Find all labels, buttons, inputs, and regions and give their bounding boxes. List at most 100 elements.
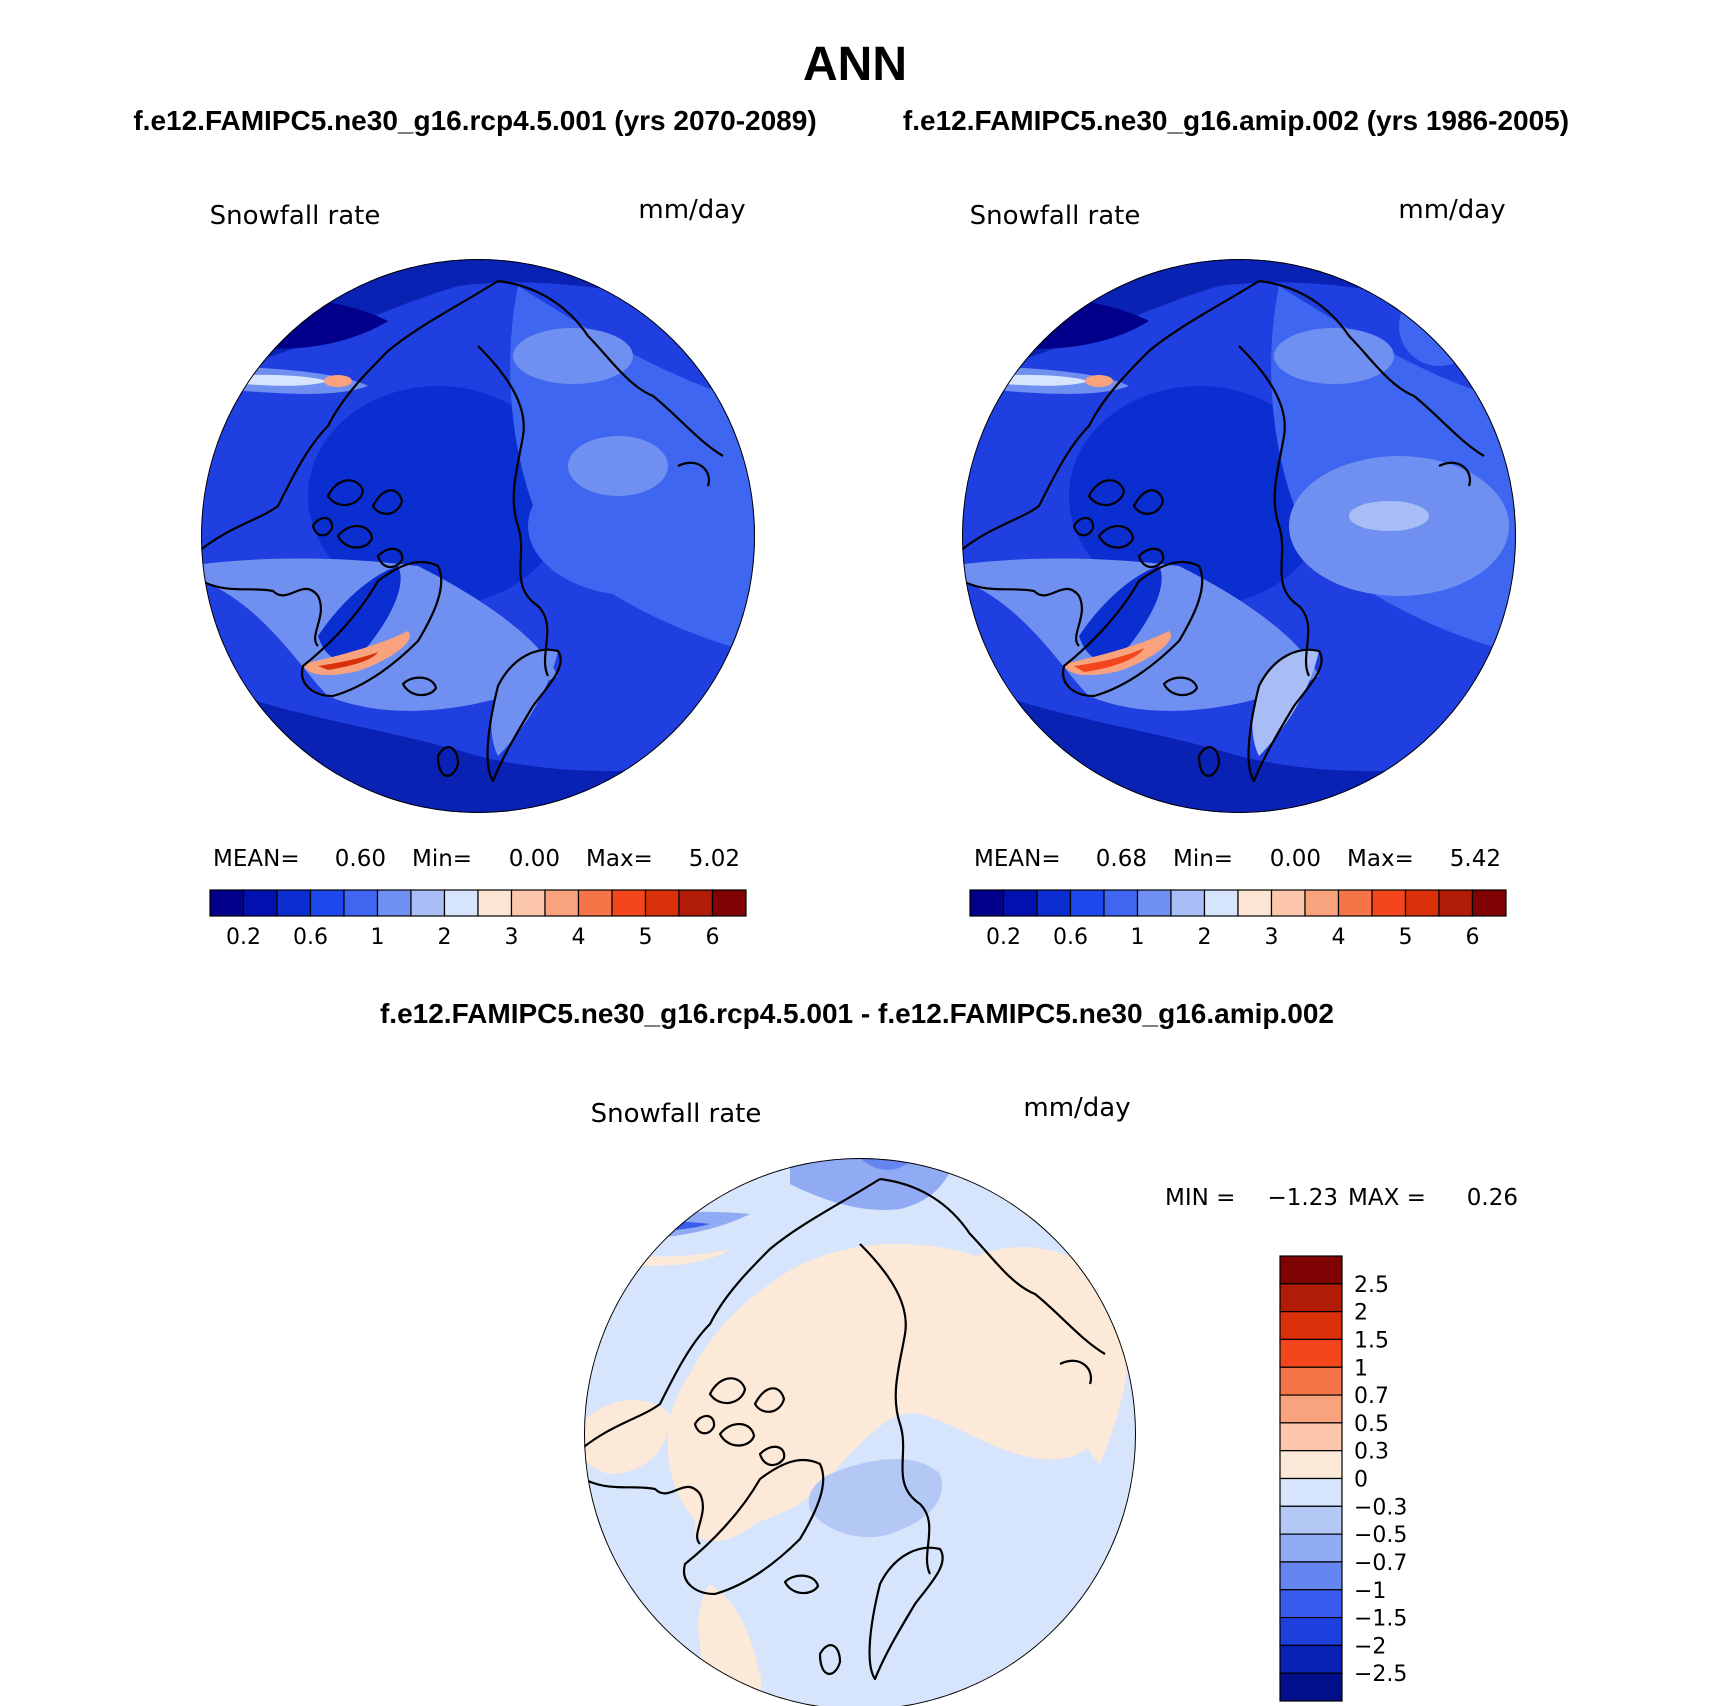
panel-right-colorbar-swatch <box>1438 889 1474 917</box>
panel-diff-colorbar-tick-label: −0.7 <box>1354 1551 1407 1576</box>
panel-diff-colorbar-tick-label: 1 <box>1354 1356 1368 1381</box>
panel-diff-colorbar-swatch <box>1279 1283 1343 1313</box>
panel-left-colorbar-swatch <box>678 889 714 917</box>
panel-diff-colorbar-tick-label: 2 <box>1354 1301 1368 1326</box>
panel-diff-colorbar-swatch <box>1279 1477 1343 1507</box>
panel-left-colorbar-swatch <box>376 889 412 917</box>
panel-diff-colorbar-swatch <box>1279 1616 1343 1646</box>
panel-right-colorbar-tick-label: 4 <box>1332 925 1346 950</box>
panel-diff-min-value: −1.23 <box>1268 1185 1338 1211</box>
panel-diff-colorbar-tick-label: 0.5 <box>1354 1412 1389 1437</box>
panel-left-map <box>201 259 755 813</box>
panel-left-colorbar <box>209 889 747 917</box>
panel-right-min-label: Min= <box>1173 846 1233 872</box>
panel-left-colorbar-swatch <box>276 889 312 917</box>
panel-left-colorbar-swatch <box>577 889 613 917</box>
panel-diff-map <box>584 1158 1136 1706</box>
panel-left-units: mm/day <box>638 195 745 225</box>
panel-right-colorbar-swatch <box>1203 889 1239 917</box>
panel-diff-colorbar-tick-label: −1.5 <box>1354 1607 1407 1632</box>
panel-diff-colorbar-swatch <box>1279 1533 1343 1563</box>
panel-diff-colorbar-tick-label: −1 <box>1354 1579 1386 1604</box>
panel-diff-colorbar-swatch <box>1279 1422 1343 1452</box>
panel-diff-colorbar-swatch <box>1279 1255 1343 1285</box>
panel-right-colorbar-swatch <box>1170 889 1206 917</box>
panel-diff-max-value: 0.26 <box>1467 1185 1518 1211</box>
panel-right-colorbar <box>969 889 1507 917</box>
panel-left-colorbar-tick-label: 1 <box>371 925 385 950</box>
panel-right-colorbar-swatch <box>1471 889 1507 917</box>
subtitle-left: f.e12.FAMIPC5.ne30_g16.rcp4.5.001 (yrs 2… <box>133 105 816 136</box>
panel-diff-max-label: MAX = <box>1348 1185 1426 1211</box>
panel-right-colorbar-swatch <box>1337 889 1373 917</box>
panel-left: Snowfall rate mm/day <box>201 195 755 950</box>
panel-left-colorbar-tick-label: 0.2 <box>226 925 261 950</box>
panel-left-min-value: 0.00 <box>509 846 560 872</box>
panel-left-max-value: 5.02 <box>689 846 740 872</box>
panel-left-colorbar-swatch <box>711 889 747 917</box>
panel-right-colorbar-swatch <box>969 889 1005 917</box>
panel-left-colorbar-swatch <box>644 889 680 917</box>
panel-diff-colorbar-swatch <box>1279 1311 1343 1341</box>
panel-right-colorbar-tick-label: 3 <box>1265 925 1279 950</box>
panel-right-colorbar-tick-label: 2 <box>1198 925 1212 950</box>
panel-right-colorbar-tick-label: 1 <box>1131 925 1145 950</box>
panel-diff-colorbar-tick-label: −0.3 <box>1354 1495 1407 1520</box>
panel-left-mean-value: 0.60 <box>335 846 386 872</box>
panel-right-units: mm/day <box>1398 195 1505 225</box>
panel-right-colorbar-labels: 0.2 0.6 1 2 3 4 5 6 <box>986 925 1480 950</box>
panel-diff-colorbar-tick-label: 2.5 <box>1354 1273 1389 1298</box>
panel-diff-colorbar-tick-label: −2 <box>1354 1634 1386 1659</box>
panel-right-colorbar-swatch <box>1103 889 1139 917</box>
panel-diff-colorbar-swatch <box>1279 1366 1343 1396</box>
panel-right-max-label: Max= <box>1347 846 1414 872</box>
panel-diff-colorbar-swatch <box>1279 1338 1343 1368</box>
panel-left-min-label: Min= <box>412 846 472 872</box>
panel-left-colorbar-swatch <box>343 889 379 917</box>
panel-left-colorbar-tick-label: 4 <box>572 925 586 950</box>
panel-diff-colorbar-swatch <box>1279 1589 1343 1619</box>
panel-diff-colorbar-tick-label: 0.7 <box>1354 1384 1389 1409</box>
panel-right-mean-value: 0.68 <box>1096 846 1147 872</box>
panel-right-colorbar-swatch <box>1069 889 1105 917</box>
panel-right-colorbar-swatch <box>1270 889 1306 917</box>
panel-right-colorbar-tick-label: 0.6 <box>1053 925 1088 950</box>
panel-left-mean-label: MEAN= <box>213 846 300 872</box>
panel-right-colorbar-swatch <box>1371 889 1407 917</box>
panel-diff-colorbar-swatch <box>1279 1561 1343 1591</box>
subtitle-right: f.e12.FAMIPC5.ne30_g16.amip.002 (yrs 198… <box>903 105 1569 136</box>
panel-right-colorbar-swatch <box>1136 889 1172 917</box>
panel-left-colorbar-swatch <box>309 889 345 917</box>
panel-left-colorbar-swatch <box>611 889 647 917</box>
panel-diff-min-label: MIN = <box>1165 1185 1235 1211</box>
panel-diff-units: mm/day <box>1023 1093 1130 1123</box>
panel-diff-colorbar-tick-label: 0 <box>1354 1468 1368 1493</box>
panel-diff-colorbar-tick-label: −0.5 <box>1354 1523 1407 1548</box>
panel-right-colorbar-swatch <box>1404 889 1440 917</box>
panel-left-colorbar-tick-label: 6 <box>706 925 720 950</box>
panel-left-colorbar-tick-label: 3 <box>505 925 519 950</box>
panel-diff-colorbar-labels: 2.5 21.5 1 0.7 0.5 0.3 0−0.3 −0.5 −0.7 −1 −1.5−2 −2… <box>1354 1273 1407 1687</box>
panel-right-colorbar-swatch <box>1237 889 1273 917</box>
panel-right-colorbar-swatch <box>1304 889 1340 917</box>
panel-right-min-value: 0.00 <box>1270 846 1321 872</box>
panel-left-colorbar-swatch <box>410 889 446 917</box>
panel-right-max-value: 5.42 <box>1450 846 1501 872</box>
panel-right-map <box>962 259 1516 813</box>
panel-diff-colorbar <box>1279 1255 1343 1702</box>
panel-right-colorbar-tick-label: 6 <box>1466 925 1480 950</box>
panel-difference: Snowfall rate mm/day <box>584 1093 1518 1706</box>
figure-title: ANN <box>803 38 907 91</box>
panel-diff-colorbar-tick-label: 1.5 <box>1354 1328 1389 1353</box>
panel-diff-colorbar-tick-label: 0.3 <box>1354 1440 1389 1465</box>
panel-right-mean-label: MEAN= <box>974 846 1061 872</box>
panel-left-colorbar-swatch <box>242 889 278 917</box>
panel-left-colorbar-swatch <box>510 889 546 917</box>
panel-left-colorbar-tick-label: 2 <box>438 925 452 950</box>
panel-left-colorbar-swatch <box>443 889 479 917</box>
panel-right-colorbar-tick-label: 5 <box>1399 925 1413 950</box>
panel-left-colorbar-tick-label: 5 <box>639 925 653 950</box>
panel-left-colorbar-swatch <box>209 889 245 917</box>
panel-right: Snowfall rate mm/day <box>962 195 1516 950</box>
